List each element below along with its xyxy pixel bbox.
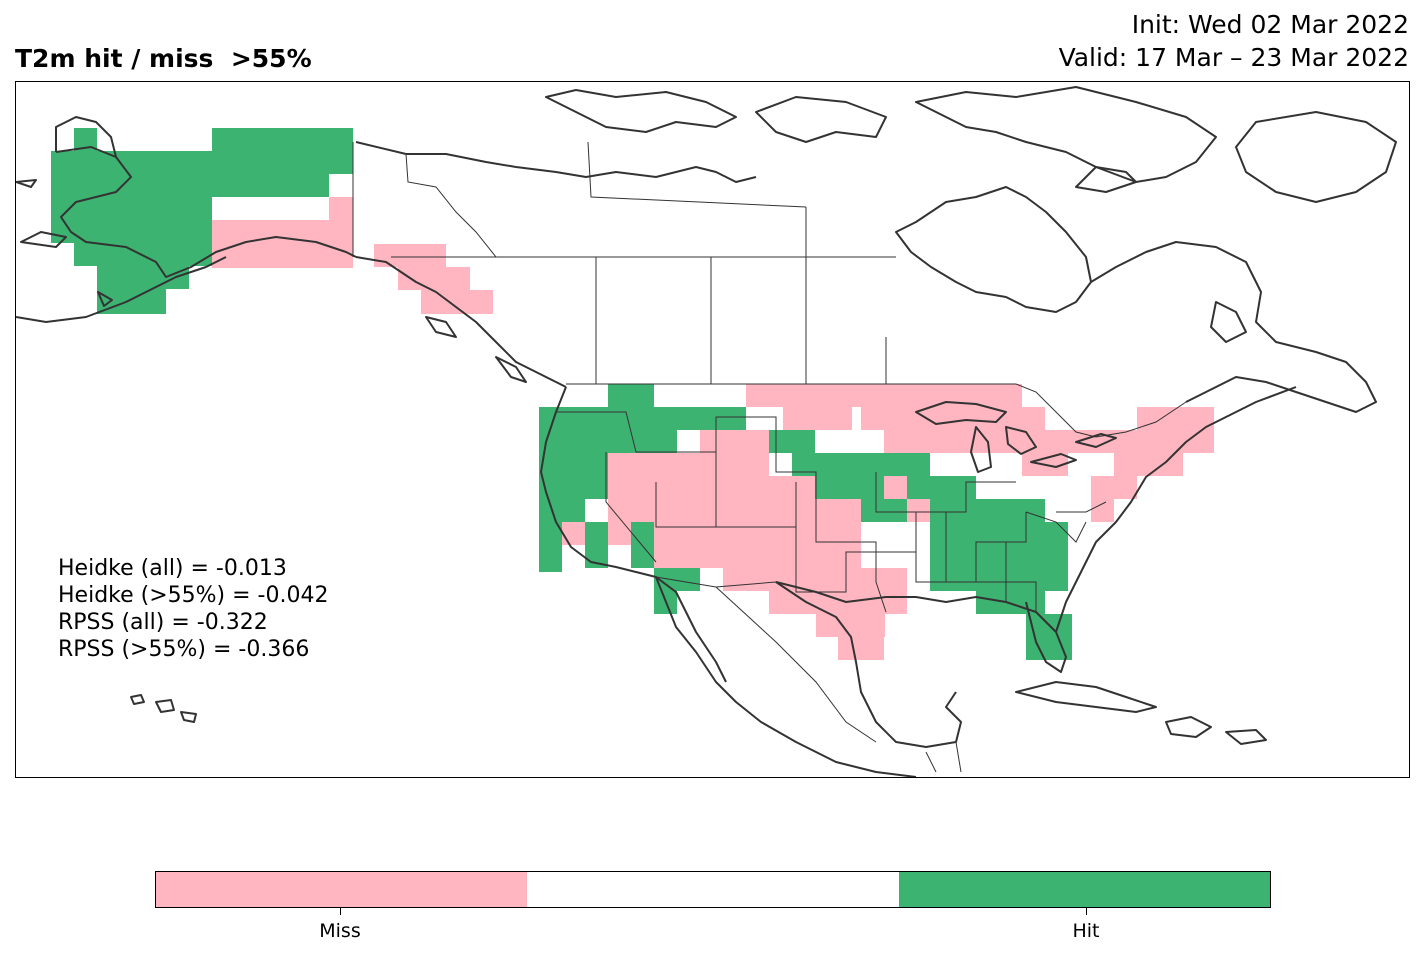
- hit-cell: [51, 174, 212, 197]
- miss-cell: [562, 522, 585, 545]
- miss-cell: [930, 430, 953, 453]
- heidke-all-stat: Heidke (all) = -0.013: [58, 556, 287, 581]
- colorbar-label-miss: Miss: [319, 920, 361, 942]
- miss-cell: [421, 290, 493, 314]
- hit-cell: [74, 128, 97, 151]
- miss-cell: [792, 499, 861, 522]
- map-canvas: [16, 86, 1397, 777]
- miss-cell: [884, 476, 907, 499]
- hit-cell: [212, 128, 353, 151]
- miss-cell: [1168, 407, 1214, 453]
- miss-cell: [1114, 453, 1137, 476]
- miss-cell: [329, 220, 353, 243]
- hit-cell: [188, 197, 212, 220]
- map-title: T2m hit / miss >55%: [15, 44, 312, 73]
- hit-cell: [212, 174, 329, 197]
- hit-cell: [953, 522, 1068, 545]
- colorbar: [155, 871, 1271, 908]
- hit-cell: [131, 243, 166, 266]
- colorbar-hit-segment: [898, 872, 1270, 907]
- hit-cell: [930, 545, 953, 591]
- miss-cell: [1137, 453, 1183, 476]
- miss-cell: [953, 384, 1022, 407]
- miss-cell: [1114, 430, 1183, 453]
- miss-cell: [746, 384, 861, 407]
- colorbar-tick-hit: [1086, 908, 1087, 915]
- hit-cell: [131, 220, 212, 243]
- miss-cell: [884, 407, 930, 453]
- hit-cell: [792, 453, 884, 476]
- hit-cell: [166, 243, 212, 266]
- miss-cell: [374, 244, 446, 267]
- hit-cell: [51, 220, 131, 243]
- colorbar-none-segment: [527, 872, 899, 907]
- hit-cell: [631, 430, 677, 453]
- colorbar-miss-segment: [156, 872, 528, 907]
- map-panel: [15, 81, 1410, 778]
- miss-cell: [398, 267, 470, 290]
- miss-cell: [1091, 499, 1114, 522]
- miss-cell: [212, 220, 353, 243]
- hit-cell: [953, 476, 976, 499]
- miss-cell: [329, 197, 353, 220]
- hit-cell: [769, 430, 815, 453]
- hit-cell: [51, 197, 188, 220]
- political-borders: [352, 141, 1187, 773]
- hit-cell: [815, 476, 884, 499]
- colorbar-label-hit: Hit: [1072, 920, 1100, 942]
- hit-cell: [861, 499, 907, 522]
- miss-cell: [608, 453, 654, 522]
- valid-period: Valid: 17 Mar – 23 Mar 2022: [1058, 43, 1409, 72]
- hit-cell: [562, 407, 608, 453]
- init-date: Init: Wed 02 Mar 2022: [1131, 10, 1409, 39]
- hit-cell: [976, 568, 1045, 614]
- hit-cell: [562, 499, 585, 522]
- hit-miss-grid: [51, 128, 1214, 660]
- verification-stats: Heidke (all) = -0.013 Heidke (>55%) = -0…: [58, 555, 328, 663]
- miss-cell: [1091, 476, 1137, 499]
- miss-cell: [838, 614, 884, 660]
- hit-cell: [51, 151, 212, 174]
- hit-cell: [953, 545, 976, 568]
- miss-cell: [700, 430, 769, 476]
- miss-cell: [654, 522, 723, 568]
- coastlines: [16, 86, 1397, 777]
- miss-cell: [654, 453, 700, 522]
- rpss-55-stat: RPSS (>55%) = -0.366: [58, 637, 310, 662]
- hit-cell: [97, 266, 166, 289]
- colorbar-tick-miss: [340, 908, 341, 915]
- rpss-all-stat: RPSS (all) = -0.322: [58, 610, 268, 635]
- hit-cell: [539, 407, 562, 572]
- hit-cell: [212, 151, 353, 174]
- hit-cell: [562, 453, 608, 499]
- miss-cell: [783, 407, 852, 430]
- heidke-55-stat: Heidke (>55%) = -0.042: [58, 583, 329, 608]
- miss-cell: [608, 522, 631, 545]
- miss-cell: [907, 499, 930, 522]
- hit-cell: [654, 407, 746, 430]
- hit-cell: [976, 499, 1045, 522]
- hit-cell: [97, 289, 166, 314]
